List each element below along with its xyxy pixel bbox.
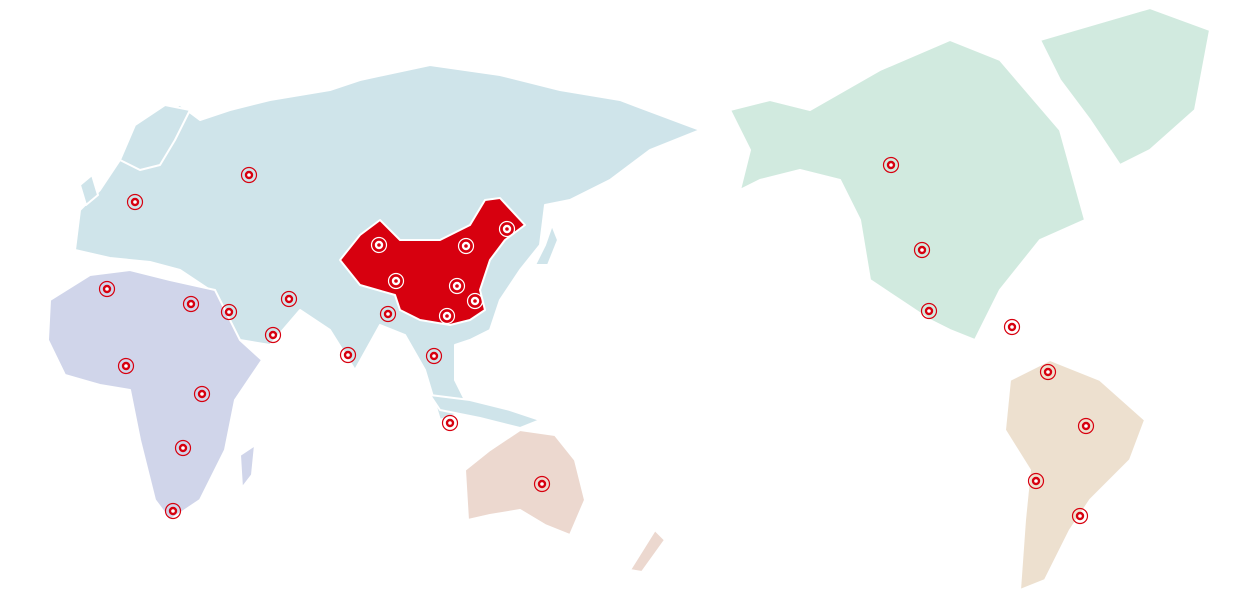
target-marker-icon[interactable] — [240, 166, 258, 184]
target-marker-icon[interactable] — [1077, 417, 1095, 435]
target-marker-icon[interactable] — [339, 346, 357, 364]
target-marker-icon[interactable] — [882, 156, 900, 174]
target-marker-icon[interactable] — [498, 220, 516, 238]
target-marker-icon[interactable] — [1071, 507, 1089, 525]
target-marker-icon[interactable] — [98, 280, 116, 298]
region-north-america[interactable] — [729, 39, 1086, 341]
target-marker-icon[interactable] — [164, 502, 182, 520]
target-marker-icon[interactable] — [533, 475, 551, 493]
region-uk[interactable] — [79, 174, 99, 206]
region-japan[interactable] — [534, 224, 559, 266]
target-marker-icon[interactable] — [182, 295, 200, 313]
target-marker-icon[interactable] — [370, 236, 388, 254]
target-marker-icon[interactable] — [379, 305, 397, 323]
region-south-america[interactable] — [1004, 359, 1146, 591]
region-china[interactable] — [339, 197, 526, 326]
markers — [98, 156, 1095, 525]
region-australia[interactable] — [464, 429, 586, 536]
region-new-zealand[interactable] — [629, 529, 666, 573]
region-scandinavia[interactable] — [119, 104, 191, 171]
target-marker-icon[interactable] — [1039, 363, 1057, 381]
region-indonesia[interactable] — [429, 394, 541, 429]
region-africa[interactable] — [47, 269, 263, 521]
regions — [47, 7, 1211, 591]
region-greenland[interactable] — [1039, 7, 1211, 166]
target-marker-icon[interactable] — [1027, 472, 1045, 490]
target-marker-icon[interactable] — [457, 237, 475, 255]
target-marker-icon[interactable] — [117, 357, 135, 375]
target-marker-icon[interactable] — [920, 302, 938, 320]
region-madagascar[interactable] — [239, 444, 256, 489]
target-marker-icon[interactable] — [466, 292, 484, 310]
target-marker-icon[interactable] — [220, 303, 238, 321]
target-marker-icon[interactable] — [126, 193, 144, 211]
target-marker-icon[interactable] — [280, 290, 298, 308]
target-marker-icon[interactable] — [264, 326, 282, 344]
target-marker-icon[interactable] — [913, 241, 931, 259]
target-marker-icon[interactable] — [425, 347, 443, 365]
target-marker-icon[interactable] — [387, 272, 405, 290]
target-marker-icon[interactable] — [438, 307, 456, 325]
target-marker-icon[interactable] — [193, 385, 211, 403]
target-marker-icon[interactable] — [448, 277, 466, 295]
target-marker-icon[interactable] — [1003, 318, 1021, 336]
target-marker-icon[interactable] — [441, 414, 459, 432]
target-marker-icon[interactable] — [174, 439, 192, 457]
